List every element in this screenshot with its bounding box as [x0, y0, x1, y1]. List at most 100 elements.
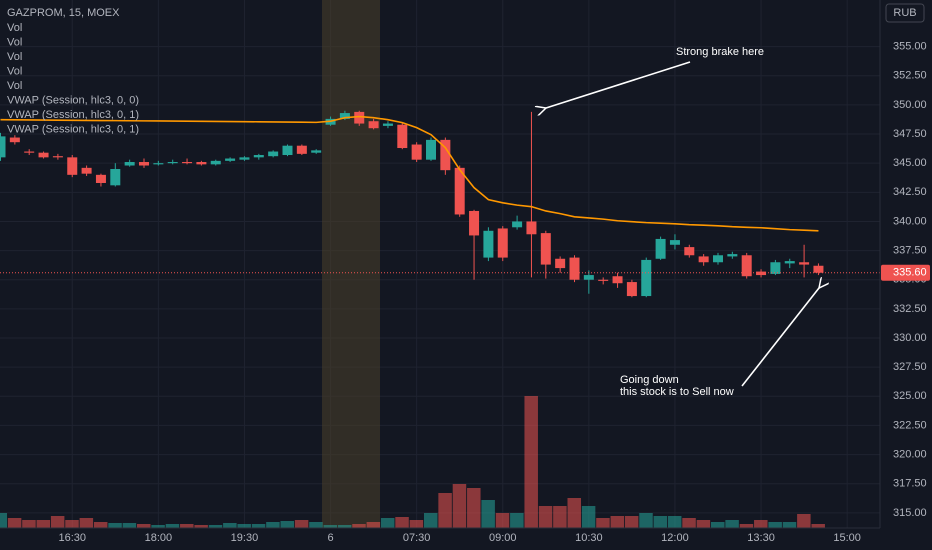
volume-bar [682, 518, 696, 528]
candle-body [612, 276, 623, 284]
candle-body [727, 254, 738, 257]
candle-body [799, 262, 810, 265]
candle-body [784, 261, 795, 264]
candle-body [411, 144, 422, 160]
candle-body [81, 167, 92, 174]
candle-body [497, 228, 508, 258]
indicator-legend: Vol Vol Vol Vol Vol VWAP (Session, hlc3, 0, 0… [7, 22, 139, 136]
candle-body [626, 282, 637, 297]
candle-body [182, 162, 193, 164]
candle-body [196, 162, 207, 165]
volume-layer [0, 396, 825, 528]
volume-bar [510, 513, 524, 528]
volume-bar [151, 525, 165, 528]
y-tick-label: 320.00 [893, 448, 927, 460]
volume-bar [782, 522, 797, 528]
x-tick-label: 15:00 [833, 532, 861, 544]
candle-body [9, 137, 20, 143]
candle-body [526, 221, 537, 235]
volume-bar [280, 521, 294, 528]
y-tick-label: 337.50 [893, 245, 927, 257]
y-tick-label: 330.00 [893, 332, 927, 344]
volume-bar [553, 506, 567, 528]
candle-body [684, 247, 695, 256]
volume-bar [122, 523, 137, 528]
y-tick-label: 315.00 [893, 507, 927, 519]
overlay-layer [0, 115, 880, 274]
volume-bar [366, 522, 381, 528]
candle-body [698, 256, 709, 263]
volume-bar [108, 523, 122, 528]
y-tick-label: 340.00 [893, 215, 927, 227]
candle-body [339, 113, 350, 119]
candle-body [153, 163, 164, 165]
x-tick-label: 6 [327, 532, 333, 544]
volume-bar [768, 522, 782, 528]
indicator-label: VWAP (Session, hlc3, 0, 0) [7, 94, 139, 106]
candle-body [426, 139, 436, 160]
candle-body [741, 255, 752, 277]
vwap-line [0, 115, 819, 232]
y-tick-label: 345.00 [893, 157, 927, 169]
volume-bar [237, 524, 251, 528]
session-highlight [322, 0, 380, 528]
candle-body [483, 230, 494, 258]
volume-bar [610, 516, 625, 528]
candle-body [583, 275, 594, 280]
currency-box[interactable] [885, 3, 925, 23]
candle-body [512, 221, 523, 228]
x-tick-label: 18:00 [145, 532, 173, 544]
volume-bar [251, 524, 266, 528]
volume-bar [438, 493, 452, 528]
candle-body [354, 111, 365, 124]
y-tick-label: 352.50 [893, 70, 927, 82]
candle-body [167, 162, 178, 164]
volume-bar [467, 488, 481, 528]
candle-body [311, 150, 322, 153]
volume-bar [65, 520, 79, 528]
candle-body [139, 162, 149, 166]
indicator-label: Vol [7, 80, 22, 92]
volume-bar [452, 484, 467, 528]
volume-bar [424, 513, 438, 528]
volume-bar [524, 396, 538, 528]
candle-body [282, 145, 293, 156]
candle-body [569, 257, 580, 280]
annotation: this stock is to Sell now [620, 386, 734, 398]
indicator-label: Vol [7, 36, 22, 48]
volume-bar [667, 516, 682, 528]
x-tick-label: 13:30 [747, 532, 775, 544]
volume-bar [538, 506, 553, 528]
volume-bar [495, 513, 510, 528]
volume-bar [409, 520, 424, 528]
candle-body [110, 169, 121, 186]
x-tick-label: 16:30 [58, 532, 86, 544]
volume-bar [696, 520, 711, 528]
candle-body [268, 151, 279, 157]
last-price-label: 335.60 [893, 267, 927, 279]
volume-bar [266, 522, 280, 528]
candle-body [95, 174, 106, 183]
volume-bar [624, 516, 639, 528]
volume-bar [352, 524, 366, 528]
candle-body [124, 162, 135, 166]
volume-bar [208, 525, 223, 528]
volume-bar [639, 513, 653, 528]
volume-bar [194, 525, 208, 528]
volume-bar [323, 525, 338, 528]
annotation-arrow [741, 288, 819, 387]
volume-bar [165, 524, 180, 528]
volume-bar [380, 518, 395, 528]
candle-body [38, 152, 49, 158]
y-tick-label: 317.50 [893, 478, 927, 490]
annotation-arrow [546, 61, 691, 108]
candle-body [24, 151, 35, 153]
volume-bar [711, 522, 725, 528]
symbol-title: GAZPROM, 15, MOEX [7, 7, 120, 19]
volume-bar [79, 518, 94, 528]
volume-bar [0, 513, 7, 528]
volume-bar [337, 525, 352, 528]
volume-bar [797, 514, 811, 528]
y-tick-label: 347.50 [893, 128, 927, 140]
volume-bar [567, 498, 581, 528]
